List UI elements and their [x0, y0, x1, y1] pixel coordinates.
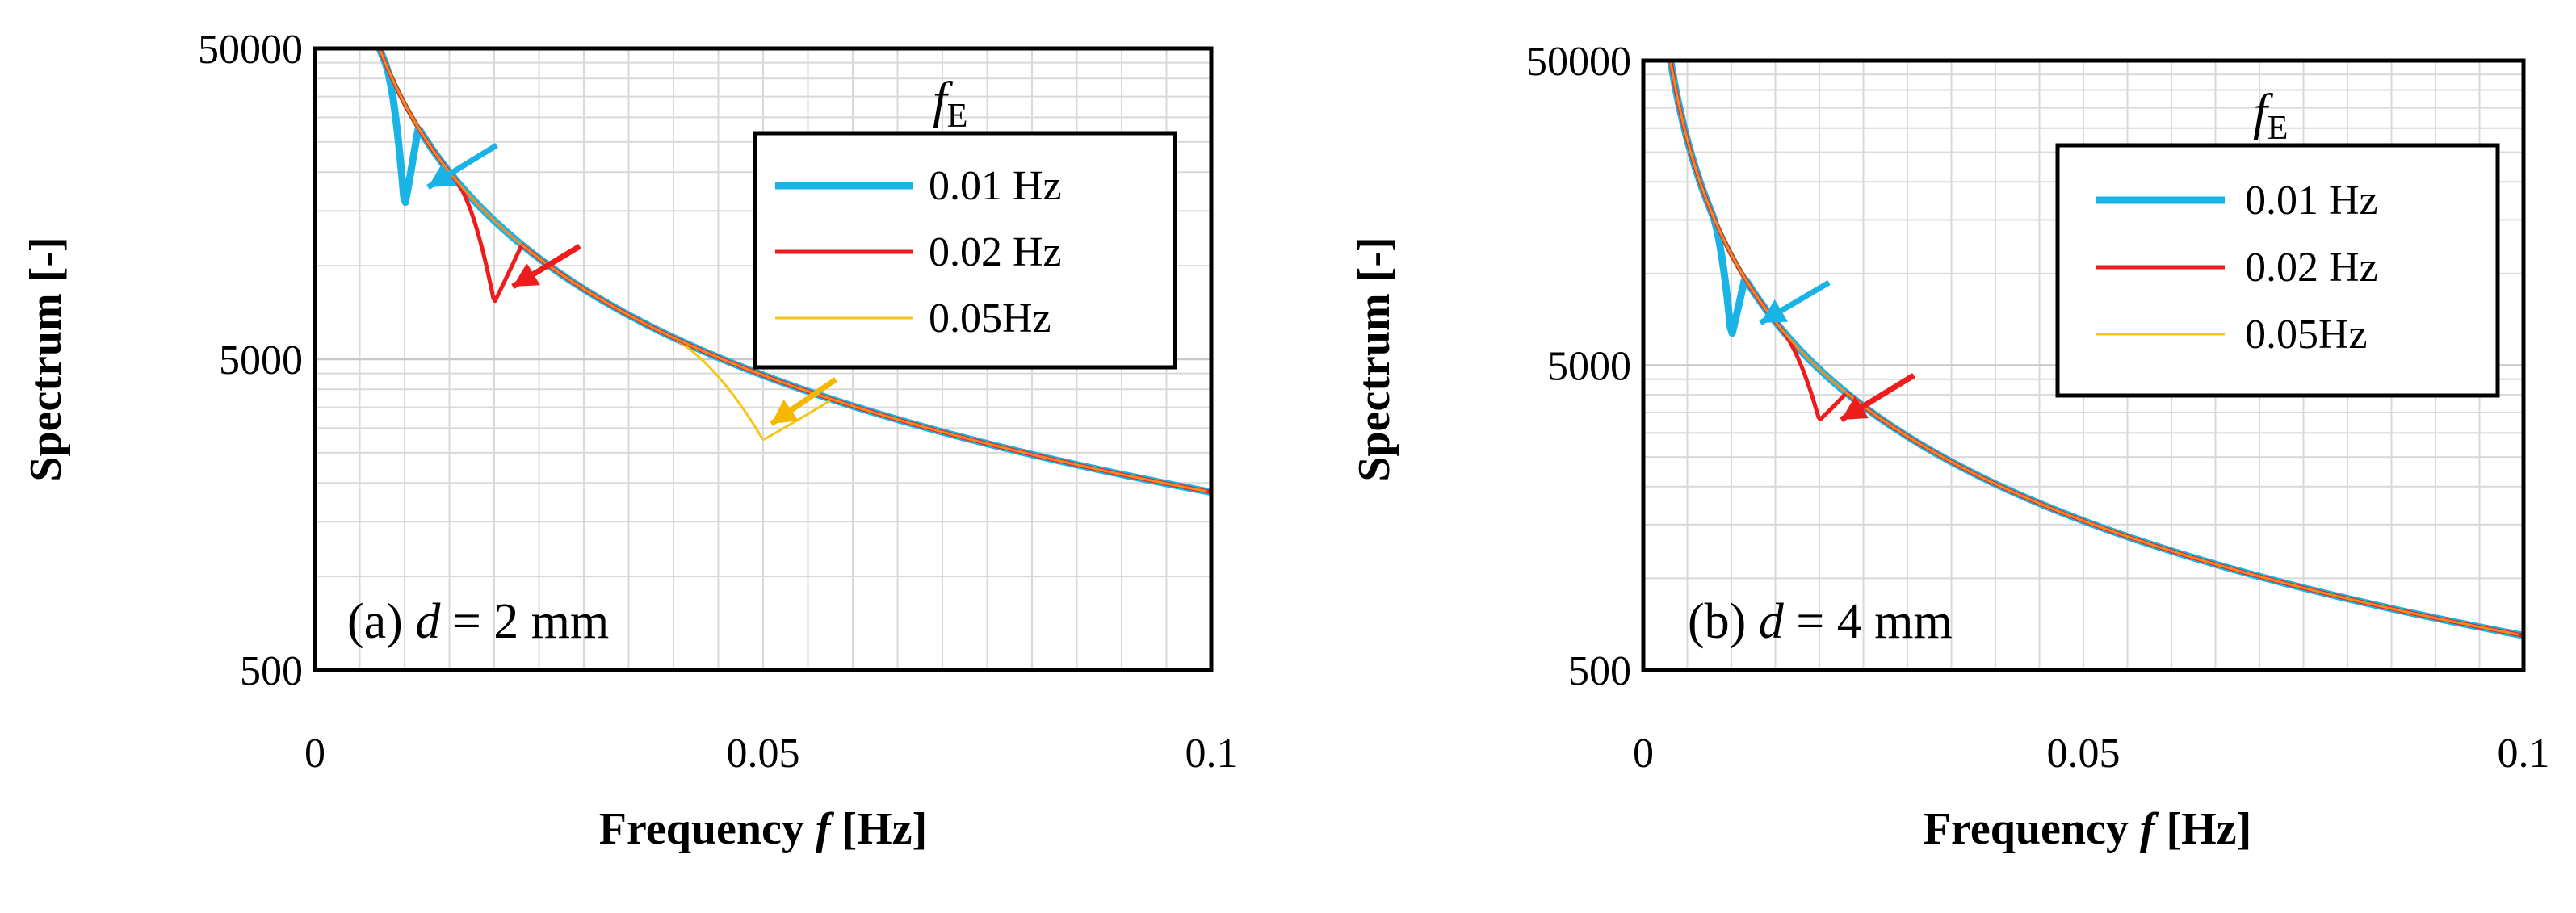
arrow-head [1760, 299, 1788, 323]
y-tick-label: 50000 [198, 27, 303, 73]
panel-label: (a) d = 2 mm [347, 594, 609, 649]
legend-title: fE [2253, 83, 2288, 147]
x-axis-label-prefix: Frequency [1924, 804, 2140, 854]
legend-entry: 0.01 Hz [2245, 178, 2378, 224]
legend: fE 0.01 Hz 0.02 Hz 0.05Hz [2055, 83, 2500, 398]
legend-entry: 0.01 Hz [929, 163, 1062, 209]
plot-frame [313, 46, 1214, 672]
legend-box [2055, 143, 2500, 398]
overlay-curve [1668, 61, 2519, 636]
x-tick-label: 0 [304, 731, 325, 777]
legend: fE 0.01 Hz 0.02 Hz 0.05Hz [753, 71, 1177, 370]
y-axis-label: Spectrum [-] [21, 237, 71, 481]
panel-label-rest: = 4 mm [1784, 594, 1953, 649]
annotation-arrow [770, 377, 837, 426]
overlay-curve [377, 48, 1207, 493]
panel-label-prefix: (a) [347, 594, 415, 649]
x-tick-label: 0 [1633, 731, 1654, 777]
panel-label-var: d [415, 594, 441, 649]
legend-entry: 0.05Hz [929, 295, 1051, 341]
legend-title-sub: E [2268, 110, 2289, 147]
x-tick-label: 0.1 [1185, 731, 1238, 777]
x-tick-label: 0.1 [2498, 731, 2550, 777]
arrow-head [513, 262, 540, 287]
x-axis-label: Frequency f [Hz] [599, 804, 927, 854]
y-tick-label: 500 [240, 648, 303, 694]
plot-frame [1641, 58, 2526, 672]
chart-panel-b: 0 0.05 0.1 500 5000 50000 Frequency f [Hz] Spec… [1349, 39, 2550, 854]
x-tick-label: 0.05 [2047, 731, 2121, 777]
arrow-head [1841, 396, 1869, 420]
annotation-arrow [426, 143, 498, 190]
curves [1655, 61, 2524, 639]
y-tick-label: 50000 [1526, 39, 1631, 85]
panel-label-var: d [1759, 594, 1785, 649]
legend-entry: 0.02 Hz [929, 229, 1062, 275]
annotation-arrow [511, 244, 581, 289]
x-axis-label-suffix: [Hz] [2155, 804, 2252, 854]
y-tick-label: 5000 [219, 337, 303, 383]
curves [327, 48, 1211, 496]
legend-entry: 0.05Hz [2245, 312, 2368, 358]
legend-title-sub: E [947, 98, 968, 135]
y-tick-label: 500 [1568, 648, 1631, 694]
legend-entry: 0.02 Hz [2245, 245, 2378, 291]
x-axis-label-suffix: [Hz] [831, 804, 928, 854]
arrow-head [428, 163, 455, 187]
annotation-arrow [1840, 373, 1915, 422]
panel-label-prefix: (b) [1688, 594, 1759, 649]
arrow-head [771, 399, 799, 424]
y-axis-label: Spectrum [-] [1349, 237, 1399, 481]
legend-title: fE [933, 71, 967, 135]
chart-panel-a: 0 0.05 0.1 500 5000 50000 Frequency f [Hz] Spec… [21, 27, 1238, 854]
x-axis-label-prefix: Frequency [599, 804, 816, 854]
x-axis-label: Frequency f [Hz] [1924, 804, 2251, 854]
x-tick-label: 0.05 [727, 731, 800, 777]
panel-label: (b) d = 4 mm [1688, 594, 1953, 649]
annotation-arrow [1759, 279, 1831, 326]
y-tick-label: 5000 [1547, 344, 1631, 390]
panel-label-rest: = 2 mm [440, 594, 609, 649]
